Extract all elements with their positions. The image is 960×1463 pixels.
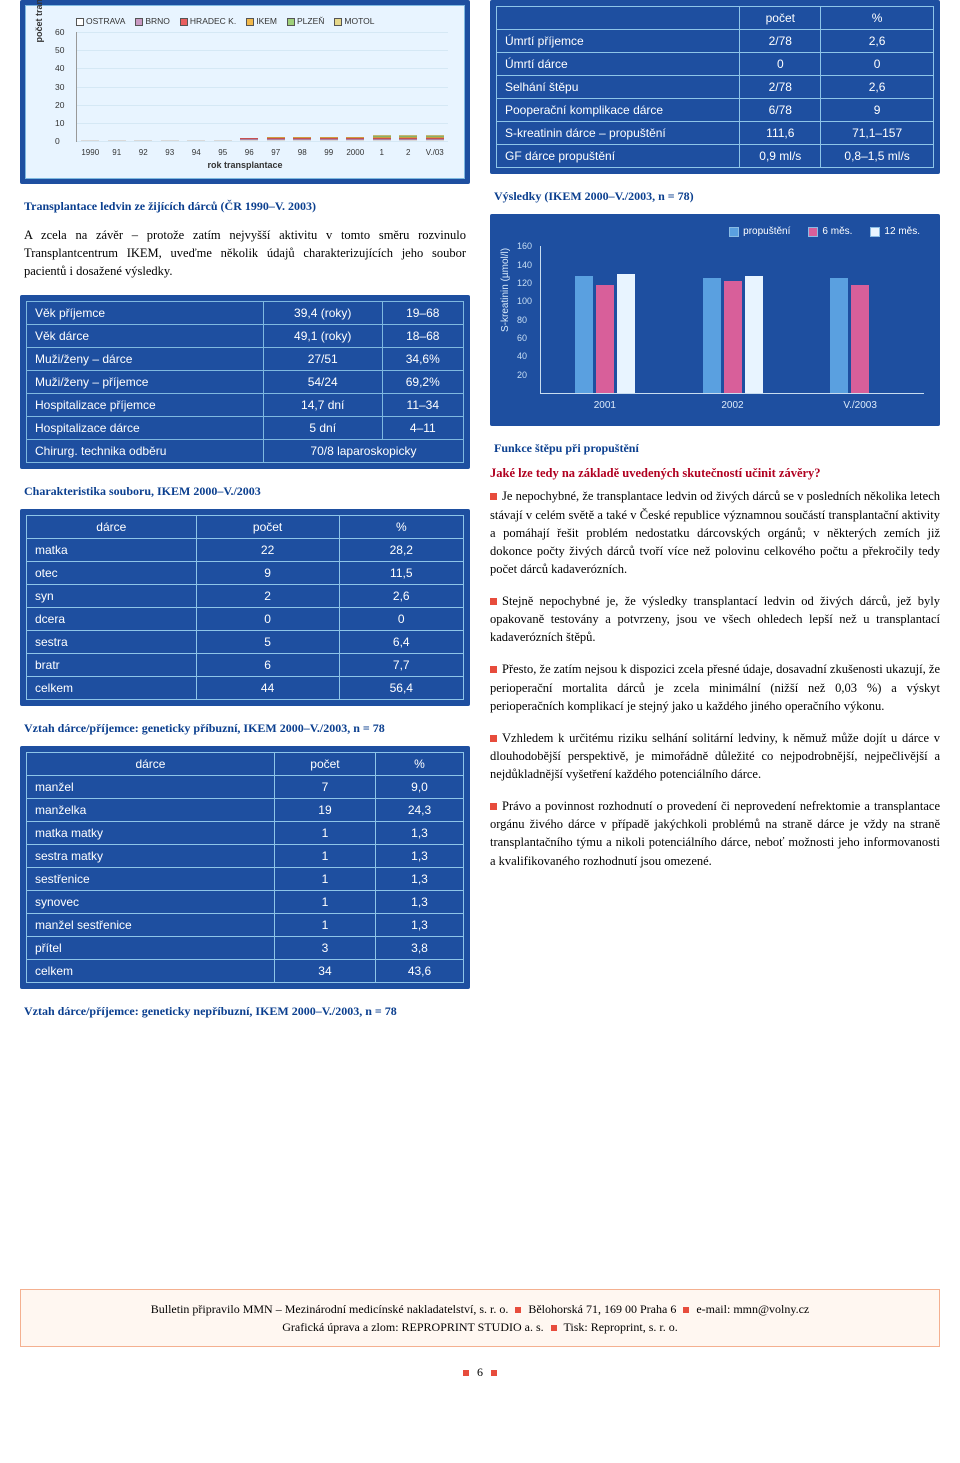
page-number-value: 6: [477, 1365, 483, 1379]
bullet-square-icon: [491, 1370, 497, 1376]
conclusion-paragraph: Právo a povinnost rozhodnutí o provedení…: [490, 797, 940, 870]
results-table: počet%Úmrtí příjemce2/782,6Úmrtí dárce00…: [496, 6, 934, 168]
footer-box: Bulletin připravilo MMN – Mezinárodní me…: [20, 1289, 940, 1347]
stacked-bar-chart: počet transplantací/rok OSTRAVABRNOHRADE…: [32, 12, 458, 172]
bullet-square-icon: [463, 1370, 469, 1376]
characteristics-table: Věk příjemce39,4 (roky)19–68Věk dárce49,…: [26, 301, 464, 463]
conclusions-heading: Jaké lze tedy na základě uvedených skute…: [490, 466, 940, 481]
footer-layout: Grafická úprava a zlom: REPROPRINT STUDI…: [282, 1320, 543, 1334]
conclusions-block: Jaké lze tedy na základě uvedených skute…: [490, 466, 940, 869]
footer-publisher: Bulletin připravilo MMN – Mezinárodní me…: [151, 1302, 509, 1316]
chart2-legend: propuštění6 měs.12 měs.: [729, 226, 920, 237]
bullet-square-icon: [515, 1307, 521, 1313]
conclusions-paragraphs: Je nepochybné, že transplantace ledvin o…: [490, 487, 940, 869]
chart2-card: S-kreatinin (µmol/l) propuštění6 měs.12 …: [490, 214, 940, 426]
chart1-plot: 0102030405060199091929394959697989920001…: [76, 32, 448, 142]
table2-card: dárcepočet%matka2228,2otec911,5syn22,6dc…: [20, 509, 470, 706]
chart1-legend: OSTRAVABRNOHRADEC K.IKEMPLZEŇMOTOL: [76, 16, 448, 26]
grouped-bar-chart: S-kreatinin (µmol/l) propuštění6 měs.12 …: [496, 220, 934, 420]
results-table-card: počet%Úmrtí příjemce2/782,6Úmrtí dárce00…: [490, 0, 940, 174]
chart1-xlabel: rok transplantace: [32, 160, 458, 170]
table3-card: dárcepočet%manžel79,0manželka1924,3matka…: [20, 746, 470, 989]
intro-paragraph: A zcela na závěr – protože zatím nejvyšš…: [20, 224, 470, 294]
conclusion-paragraph: Stejně nepochybné je, že výsledky transp…: [490, 592, 940, 646]
chart1-caption: Transplantace ledvin ze žijících dárců (…: [20, 192, 470, 224]
conclusion-paragraph: Vzhledem k určitému riziku selhání solit…: [490, 729, 940, 783]
footer-address: Bělohorská 71, 169 00 Praha 6: [528, 1302, 676, 1316]
table1-caption: Charakteristika souboru, IKEM 2000–V./20…: [20, 477, 470, 509]
right-column: počet%Úmrtí příjemce2/782,6Úmrtí dárce00…: [490, 0, 940, 1029]
results-caption: Výsledky (IKEM 2000–V./2003, n = 78): [490, 182, 940, 214]
chart1-card: počet transplantací/rok OSTRAVABRNOHRADE…: [20, 0, 470, 184]
table3-caption: Vztah dárce/příjemce: geneticky nepříbuz…: [20, 997, 470, 1029]
two-column-layout: počet transplantací/rok OSTRAVABRNOHRADE…: [20, 0, 940, 1029]
footer-email: e-mail: mmn@volny.cz: [696, 1302, 809, 1316]
table2-caption: Vztah dárce/příjemce: geneticky příbuzní…: [20, 714, 470, 746]
page-number: 6: [20, 1365, 940, 1380]
related-donors-table: dárcepočet%matka2228,2otec911,5syn22,6dc…: [26, 515, 464, 700]
chart2-plot: 2040608010012014016020012002V./2003: [540, 246, 924, 394]
bullet-square-icon: [683, 1307, 689, 1313]
left-column: počet transplantací/rok OSTRAVABRNOHRADE…: [20, 0, 470, 1029]
footer-print: Tisk: Reproprint, s. r. o.: [563, 1320, 677, 1334]
table1-card: Věk příjemce39,4 (roky)19–68Věk dárce49,…: [20, 295, 470, 469]
chart2-caption: Funkce štěpu při propuštění: [490, 434, 940, 466]
unrelated-donors-table: dárcepočet%manžel79,0manželka1924,3matka…: [26, 752, 464, 983]
conclusion-paragraph: Je nepochybné, že transplantace ledvin o…: [490, 487, 940, 578]
chart2-ylabel: S-kreatinin (µmol/l): [500, 248, 511, 332]
bullet-square-icon: [551, 1325, 557, 1331]
conclusion-paragraph: Přesto, že zatím nejsou k dispozici zcel…: [490, 660, 940, 714]
chart1-ylabel: počet transplantací/rok: [34, 0, 44, 42]
